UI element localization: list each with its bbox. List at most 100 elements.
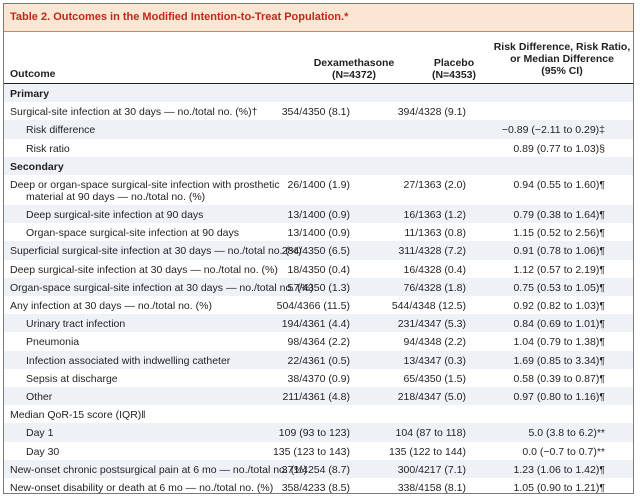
risk-value: 1.04 (0.79 to 1.38)¶ <box>513 336 605 349</box>
row-label: Day 1 <box>26 427 54 440</box>
placebo-value: 218/4347 (5.0) <box>397 391 466 403</box>
placebo-value: 104 (87 to 118) <box>395 427 466 440</box>
table-row: Deep surgical-site infection at 90 days 1… <box>4 205 633 224</box>
row-label: Deep surgical-site infection at 30 days … <box>10 263 278 276</box>
header-divider <box>4 83 633 84</box>
row-label: Any infection at 30 days — no./total no.… <box>10 300 212 312</box>
dexamethasone-value: 13/1400 (0.9) <box>287 227 350 240</box>
risk-value: 0.79 (0.38 to 1.64)¶ <box>513 209 605 221</box>
row-label: Surgical-site infection at 30 days — no.… <box>10 106 258 119</box>
table-row: Superficial surgical-site infection at 3… <box>4 241 633 260</box>
placebo-value: 300/4217 (7.1) <box>397 463 466 476</box>
dexamethasone-value: 109 (93 to 123) <box>278 427 350 440</box>
table-row: Infection associated with indwelling cat… <box>4 350 633 369</box>
row-label: Median QoR-15 score (IQR)‖ <box>10 409 146 422</box>
table-row: Deep surgical-site infection at 30 days … <box>4 260 633 278</box>
row-label: New-onset disability or death at 6 mo — … <box>10 482 274 494</box>
risk-value: 1.23 (1.06 to 1.42)¶ <box>513 463 605 476</box>
row-label-line2: material at 90 days — no./total no. (%) <box>26 191 206 203</box>
table-row: Primary <box>4 84 633 103</box>
risk-value: 0.89 (0.77 to 1.03)§ <box>513 142 605 155</box>
risk-value: 0.58 (0.39 to 0.87)¶ <box>513 372 605 385</box>
table-row: Surgical-site infection at 30 days — no.… <box>4 102 633 120</box>
risk-value: 1.05 (0.90 to 1.21)¶ <box>513 482 605 494</box>
dexamethasone-value: 504/4366 (11.5) <box>276 300 350 312</box>
dexamethasone-value: 22/4361 (0.5) <box>287 354 350 367</box>
table-row: Day 1 109 (93 to 123) 104 (87 to 118) 5.0 (… <box>4 423 633 442</box>
dexamethasone-value: 371/4254 (8.7) <box>281 463 350 476</box>
table-row: Organ-space surgical-site infection at 3… <box>4 277 633 296</box>
dexamethasone-value: 284/4350 (6.5) <box>281 245 350 258</box>
header-placebo-n: (N=4353) <box>431 69 477 81</box>
table-row: Risk ratio 0.89 (0.77 to 1.03)§ <box>4 139 633 157</box>
risk-value: 1.69 (0.85 to 3.34)¶ <box>513 354 605 367</box>
table-row: Median QoR-15 score (IQR)‖ <box>4 405 633 423</box>
row-label: Organ-space surgical-site infection at 3… <box>10 281 314 294</box>
dexamethasone-value: 135 (123 to 143) <box>272 445 350 458</box>
risk-value: 0.84 (0.69 to 1.01)¶ <box>513 318 605 331</box>
risk-value: 0.0 (−0.7 to 0.7)** <box>522 445 605 458</box>
header-risk-line2: or Median Difference <box>510 53 614 65</box>
table-row: Organ-space surgical-site infection at 9… <box>4 223 633 241</box>
placebo-value: 311/4328 (7.2) <box>398 245 466 258</box>
row-label: Deep or organ-space surgical-site infect… <box>10 179 280 203</box>
placebo-value: 76/4328 (1.8) <box>403 281 466 294</box>
table-row: Risk difference −0.89 (−2.11 to 0.29)‡ <box>4 120 633 139</box>
dexamethasone-value: 13/1400 (0.9) <box>287 209 350 221</box>
dexamethasone-value: 26/1400 (1.9) <box>287 179 350 191</box>
placebo-value: 135 (122 to 144) <box>388 445 466 458</box>
risk-value: 0.91 (0.78 to 1.06)¶ <box>513 245 605 258</box>
header-dexamethasone: Dexamethasone (N=4372) <box>299 57 409 81</box>
risk-value: 1.12 (0.57 to 2.19)¶ <box>513 263 605 276</box>
header-risk: Risk Difference, Risk Ratio, or Median D… <box>492 41 632 77</box>
dexamethasone-value: 18/4350 (0.4) <box>287 263 350 276</box>
table-row: Urinary tract infection 194/4361 (4.4) 231… <box>4 314 633 333</box>
header-dexamethasone-name: Dexamethasone <box>313 57 395 69</box>
header-dexamethasone-n: (N=4372) <box>331 69 377 81</box>
risk-value: 0.97 (0.80 to 1.16)¶ <box>513 391 605 403</box>
placebo-value: 231/4347 (5.3) <box>397 318 466 331</box>
header-risk-line1: Risk Difference, Risk Ratio, <box>493 41 631 53</box>
dexamethasone-value: 57/4350 (1.3) <box>287 281 350 294</box>
table-frame: Table 2. Outcomes in the Modified Intent… <box>3 3 634 494</box>
placebo-value: 16/4328 (0.4) <box>403 263 466 276</box>
header-placebo-name: Placebo <box>433 57 475 69</box>
row-label: New-onset chronic postsurgical pain at 6… <box>10 463 308 476</box>
row-label: Other <box>26 391 53 403</box>
table-row: Pneumonia 98/4364 (2.2) 94/4348 (2.2) 1.04 … <box>4 332 633 350</box>
row-label: Urinary tract infection <box>26 318 126 331</box>
row-label: Deep surgical-site infection at 90 days <box>26 209 204 221</box>
table-row: Secondary <box>4 156 633 175</box>
row-label: Infection associated with indwelling cat… <box>26 354 231 367</box>
dexamethasone-value: 211/4361 (4.8) <box>282 391 350 403</box>
dexamethasone-value: 354/4350 (8.1) <box>281 106 350 119</box>
header-placebo: Placebo (N=4353) <box>404 57 504 81</box>
risk-value: 1.15 (0.52 to 2.56)¶ <box>513 227 605 240</box>
table-row: Other 211/4361 (4.8) 218/4347 (5.0) 0.97 (0… <box>4 387 633 406</box>
table-row: New-onset disability or death at 6 mo — … <box>4 478 633 496</box>
row-label: Pneumonia <box>26 336 80 349</box>
row-label: Day 30 <box>26 445 60 458</box>
placebo-value: 13/4347 (0.3) <box>403 354 466 367</box>
placebo-value: 338/4158 (8.1) <box>397 482 466 494</box>
row-label: Organ-space surgical-site infection at 9… <box>26 227 240 240</box>
row-label-line1: Deep or organ-space surgical-site infect… <box>10 179 280 191</box>
section-heading: Secondary <box>10 160 64 173</box>
risk-value: 0.92 (0.82 to 1.03)¶ <box>513 300 605 312</box>
dexamethasone-value: 358/4233 (8.5) <box>281 482 350 494</box>
placebo-value: 16/1363 (1.2) <box>403 209 466 221</box>
dexamethasone-value: 98/4364 (2.2) <box>287 336 350 349</box>
section-heading: Primary <box>10 88 50 100</box>
risk-value: −0.89 (−2.11 to 0.29)‡ <box>501 124 605 137</box>
header-risk-line3: (95% CI) <box>541 65 583 77</box>
placebo-value: 94/4348 (2.2) <box>403 336 466 349</box>
row-label: Risk ratio <box>26 142 70 155</box>
header-outcome: Outcome <box>10 68 56 80</box>
placebo-value: 394/4328 (9.1) <box>397 106 466 119</box>
row-label: Superficial surgical-site infection at 3… <box>10 245 302 258</box>
placebo-value: 11/1363 (0.8) <box>404 227 466 240</box>
dexamethasone-value: 38/4370 (0.9) <box>287 372 350 385</box>
row-label: Sepsis at discharge <box>26 372 118 385</box>
table-row: Day 30 135 (123 to 143) 135 (122 to 144) 0.… <box>4 442 633 460</box>
placebo-value: 544/4348 (12.5) <box>391 300 466 312</box>
